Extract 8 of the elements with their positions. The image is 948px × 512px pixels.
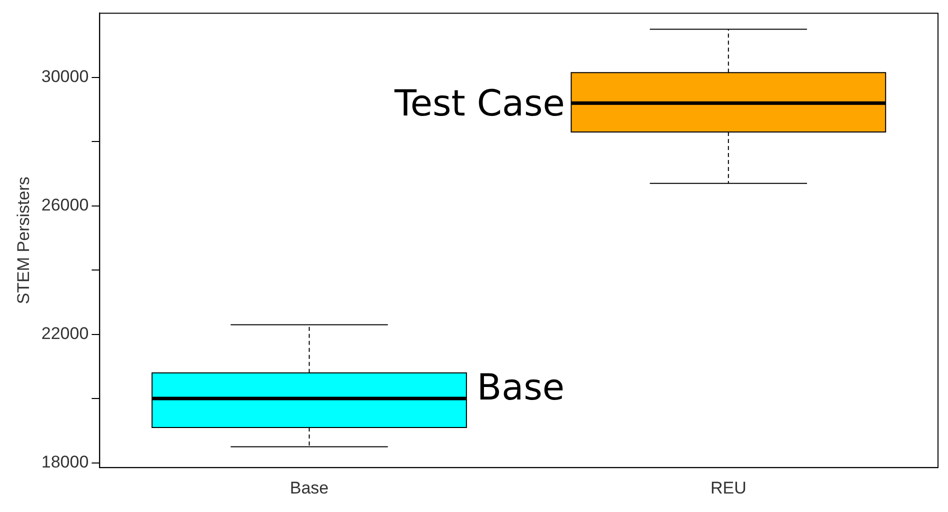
annotation: Test Case: [394, 84, 565, 125]
y-tick-label: 18000: [41, 452, 89, 472]
y-tick-label: 22000: [41, 324, 89, 344]
annotation: Base: [476, 368, 565, 409]
x-tick-label: REU: [710, 478, 746, 498]
y-tick-label: 30000: [41, 67, 89, 86]
y-axis-title: STEM Persisters: [14, 176, 33, 304]
y-tick-label: 26000: [41, 196, 89, 215]
